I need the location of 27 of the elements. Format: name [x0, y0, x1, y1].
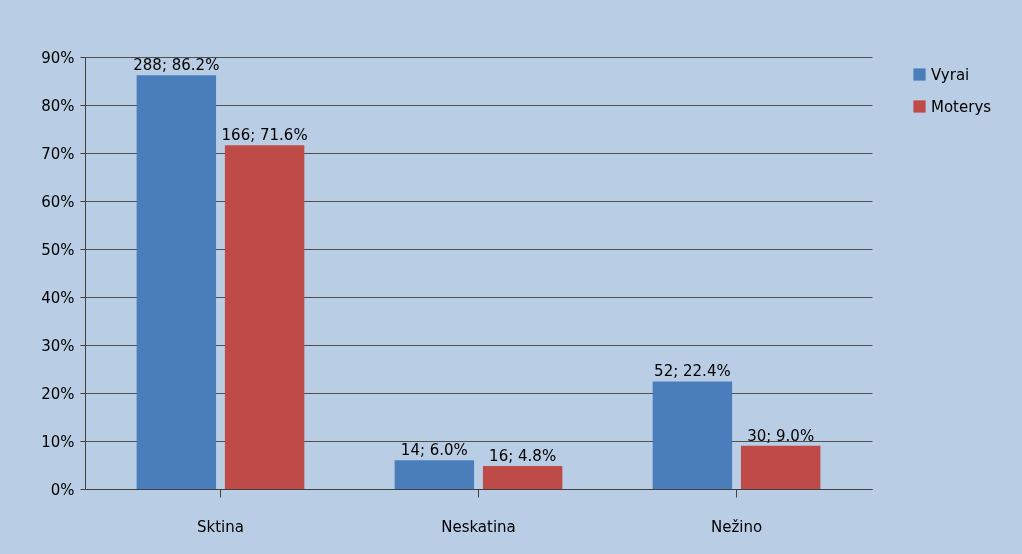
y-tick-label: 80% — [41, 96, 75, 115]
legend-label: Moterys — [931, 97, 992, 116]
y-tick-label: 40% — [41, 288, 75, 307]
y-tick-label: 30% — [41, 336, 75, 355]
data-label: 52; 22.4% — [654, 362, 731, 381]
bar — [482, 465, 563, 489]
y-tick-label: 60% — [41, 192, 75, 211]
y-tick-label: 50% — [41, 240, 75, 259]
x-tick-label: Sktina — [196, 517, 244, 536]
legend-label: Vyrai — [931, 65, 970, 84]
data-label: 166; 71.6% — [221, 126, 308, 145]
y-tick-label: 70% — [41, 144, 75, 163]
data-label: 288; 86.2% — [133, 56, 220, 75]
bar — [740, 445, 821, 489]
data-label: 14; 6.0% — [400, 441, 468, 460]
bar — [394, 460, 475, 489]
bar — [224, 145, 305, 489]
data-label: 16; 4.8% — [489, 446, 557, 465]
y-tick-label: 20% — [41, 384, 75, 403]
bar — [136, 75, 217, 489]
y-tick-label: 10% — [41, 432, 75, 451]
x-tick-label: Nežino — [710, 517, 763, 536]
data-label: 30; 9.0% — [747, 426, 815, 445]
y-tick-label: 0% — [50, 480, 75, 499]
bar — [652, 381, 733, 489]
y-tick-label: 90% — [41, 48, 75, 67]
x-tick-label: Neskatina — [441, 517, 516, 536]
